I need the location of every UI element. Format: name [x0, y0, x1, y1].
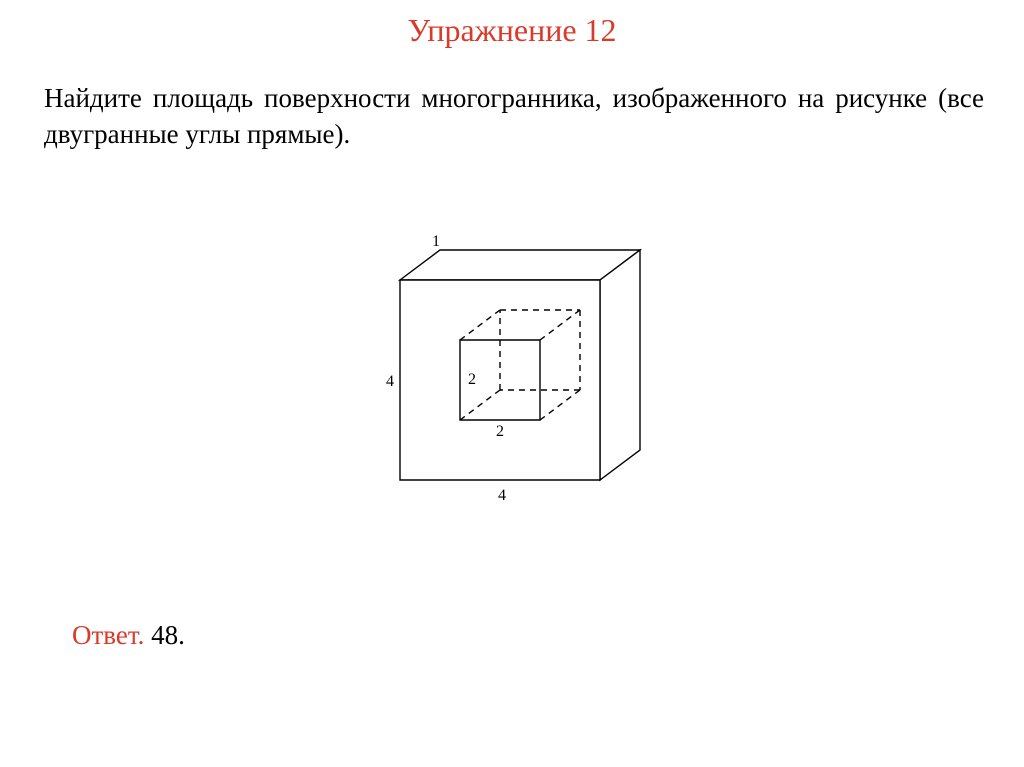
svg-text:1: 1: [432, 233, 440, 250]
svg-text:4: 4: [498, 487, 506, 504]
svg-text:2: 2: [468, 371, 476, 388]
polyhedron-diagram: 1 4 4 2 2: [360, 210, 660, 530]
answer-line: Ответ. 48.: [72, 620, 185, 651]
answer-label: Ответ.: [72, 620, 144, 650]
exercise-title: Упражнение 12: [0, 12, 1024, 49]
answer-value: 48.: [151, 620, 185, 650]
svg-text:2: 2: [496, 423, 504, 440]
problem-statement: Найдите площадь поверхности многогранник…: [44, 80, 984, 153]
slide: Упражнение 12 Найдите площадь поверхност…: [0, 0, 1024, 767]
svg-text:4: 4: [386, 373, 394, 390]
